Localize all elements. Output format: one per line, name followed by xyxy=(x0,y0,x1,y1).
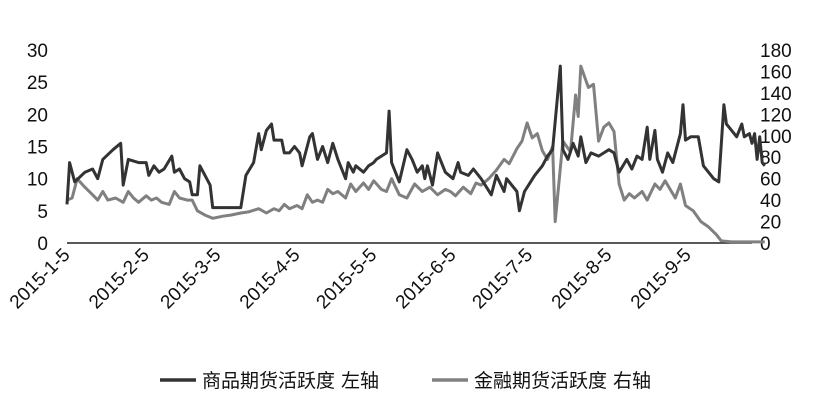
right-y-tick-label: 40 xyxy=(760,191,781,212)
legend-label-commodity: 商品期货活跃度 左轴 xyxy=(202,370,379,392)
right-y-tick-label: 100 xyxy=(760,127,792,148)
left-y-tick-label: 5 xyxy=(37,202,48,223)
legend-item-financial: 金融期货活跃度 右轴 xyxy=(432,370,651,392)
series-line-financial xyxy=(66,64,765,244)
right-y-tick-label: 120 xyxy=(760,105,792,126)
left-y-tick-label: 30 xyxy=(27,41,48,62)
x-tick-label: 2015-4-5 xyxy=(236,245,305,314)
left-y-tick-label: 10 xyxy=(27,170,48,191)
left-y-tick-label: 0 xyxy=(37,234,48,255)
right-y-tick-label: 0 xyxy=(760,234,771,255)
left-y-tick-label: 20 xyxy=(27,105,48,126)
right-y-tick-label: 140 xyxy=(760,84,792,105)
left-y-axis-ticks: 0 5 10 15 20 25 30 xyxy=(27,41,48,255)
right-y-tick-label: 160 xyxy=(760,62,792,83)
x-tick-label: 2015-8-5 xyxy=(548,245,617,314)
right-y-tick-label: 60 xyxy=(760,170,781,191)
x-tick-label: 2015-5-5 xyxy=(313,245,382,314)
legend-label-financial: 金融期货活跃度 右轴 xyxy=(474,370,651,392)
x-tick-label: 2015-2-5 xyxy=(85,245,154,314)
legend: 商品期货活跃度 左轴 金融期货活跃度 右轴 xyxy=(160,370,651,392)
left-y-tick-label: 15 xyxy=(27,138,48,159)
series-line-commodity xyxy=(65,64,766,213)
x-axis-ticks: 2015-1-5 2015-2-5 2015-3-5 2015-4-5 2015-5-5… xyxy=(6,245,696,314)
series-layer xyxy=(65,64,766,244)
left-y-tick-label: 25 xyxy=(27,73,48,94)
x-tick-label: 2015-6-5 xyxy=(392,245,461,314)
x-tick-label: 2015-3-5 xyxy=(157,245,226,314)
legend-item-commodity: 商品期货活跃度 左轴 xyxy=(160,370,379,392)
right-y-tick-label: 20 xyxy=(760,213,781,234)
right-y-tick-label: 80 xyxy=(760,148,781,169)
right-y-tick-label: 180 xyxy=(760,41,792,62)
x-tick-label: 2015-9-5 xyxy=(627,245,696,314)
x-tick-label: 2015-7-5 xyxy=(469,245,538,314)
